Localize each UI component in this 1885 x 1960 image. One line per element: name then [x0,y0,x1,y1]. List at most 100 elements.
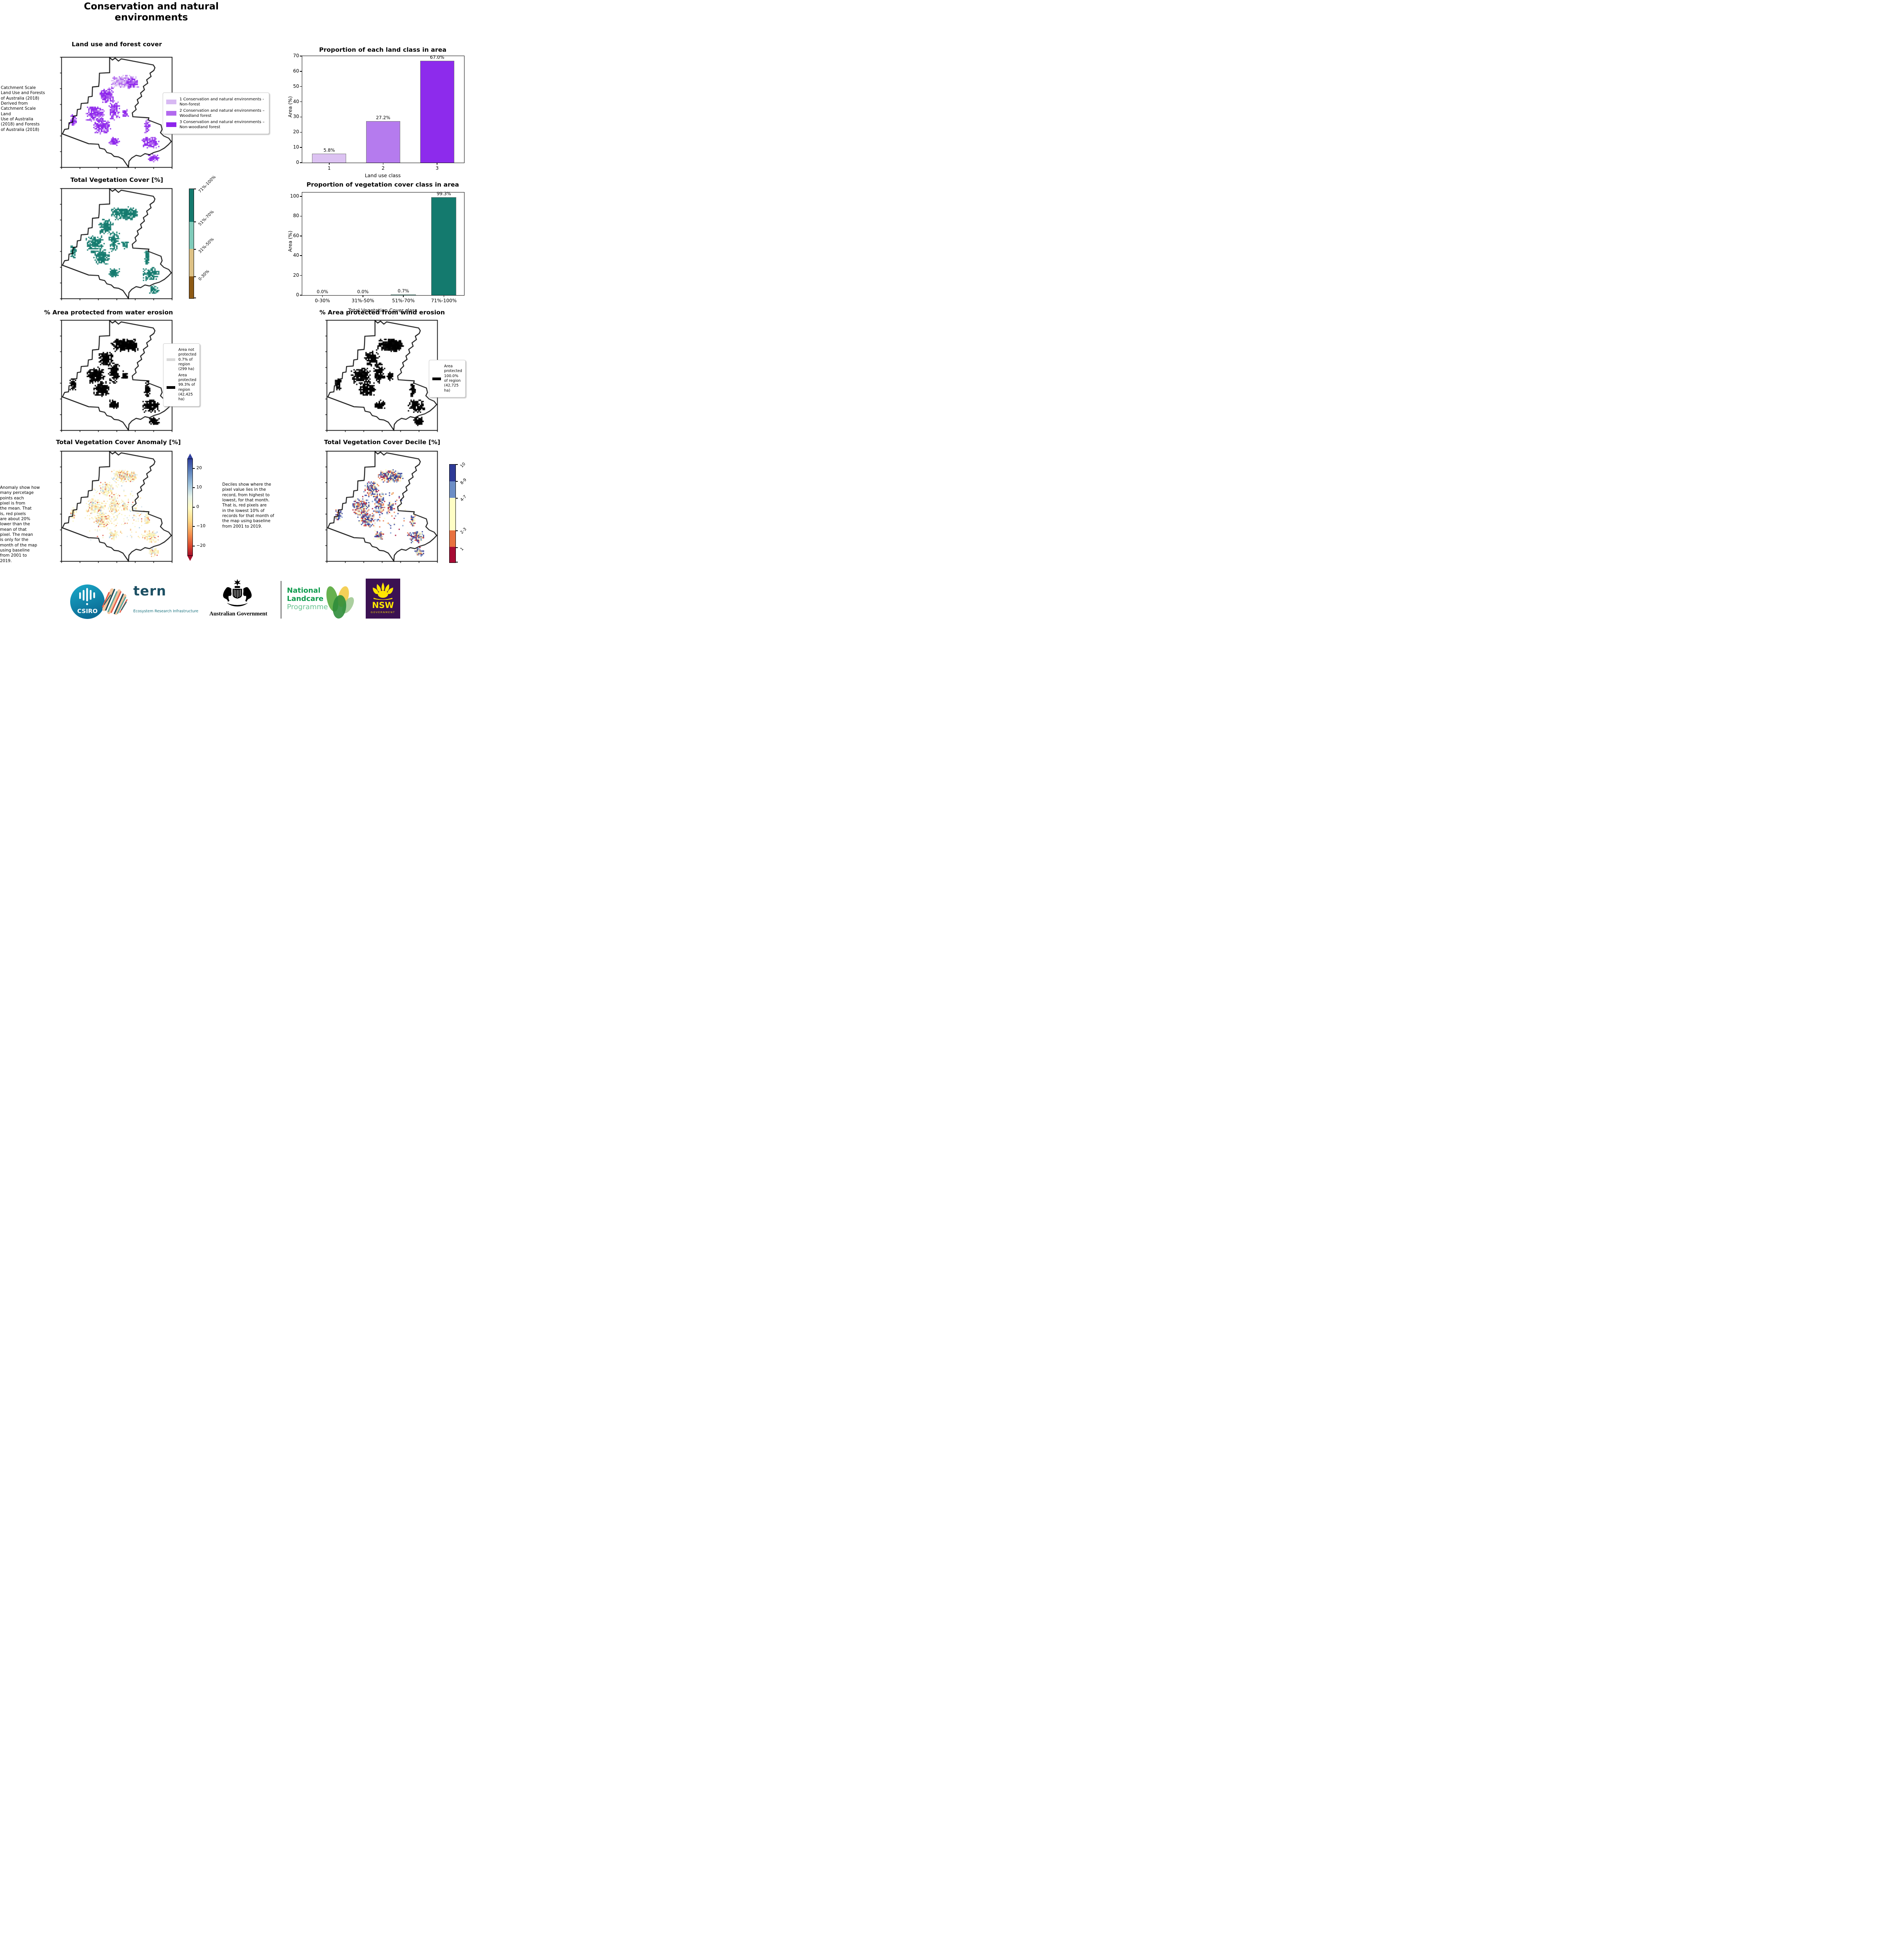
x-tick-label: 71%-100% [431,298,457,303]
tern-tagline: Ecosystem Research Infrastructure [133,609,199,613]
x-tick-label: 2 [381,165,385,171]
vegclass-chart-title: Proportion of vegetation cover class in … [306,181,459,188]
wind-erosion-map [324,317,441,434]
y-tick-label: 60 [293,68,299,74]
bar [312,154,347,163]
landuse-class1-swatch [166,100,176,104]
anomaly-colorbar-body [187,459,193,556]
water-erosion-map [58,317,175,434]
vegcover-cb-label: 71%-100% [198,174,217,194]
decile-colorbar-seg [450,530,455,547]
tern-wordmark: tern [133,583,167,599]
report-page: Conservation and natural environments La… [0,0,471,626]
legend-item: 3 Conservation and natural environments … [166,120,266,130]
vegcover-colorbar-seg [189,276,194,298]
anomaly-map [58,448,175,564]
y-tick-label: 40 [293,252,299,258]
landcare-wordmark: National Landcare Programme [287,586,328,612]
anomaly-cb-tick-label: 10 [196,485,202,490]
x-tick-label: 0-30% [315,298,330,303]
bar-value-label: 0.0% [317,289,328,294]
decile-cb-label: 1 [459,546,465,552]
y-tick-label: 0 [296,160,299,165]
legend-item: 1 Conservation and natural environments … [166,97,266,107]
landuse-legend: 1 Conservation and natural environments … [163,93,269,134]
legend-label: Area not protected 0.7% of region (299 h… [178,348,196,372]
y-tick-label: 80 [293,213,299,219]
decile-cb-label: 8-9 [459,477,468,486]
legend-label: Area protected 99.3% of region (42,425 h… [178,373,196,402]
x-tick-label: 51%-70% [392,298,415,303]
anomaly-cb-tick-label: 20 [196,465,202,470]
x-tick-label: 1 [328,165,331,171]
vegcover-colorbar-seg [189,249,194,277]
y-tick-label: 0 [296,292,299,298]
legend-label: Area protected 100.0% of region (42,725 … [444,364,462,393]
colorbar-down-arrow [187,556,193,561]
decile-colorbar-seg [450,465,455,481]
y-tick-label: 40 [293,98,299,104]
australian-government-crest-icon [219,579,256,610]
vegcover-map-title: Total Vegetation Cover [%] [70,176,163,183]
vegcover-cb-label: 51%-70% [198,209,215,227]
landuse-class2-swatch [166,111,176,116]
tern-australia-icon [99,585,132,618]
vegcover-colorbar-seg [189,189,194,222]
bar-value-label: 27.2% [376,115,390,121]
vegcover-cb-label: 31%-50% [198,237,215,254]
decile-colorbar-seg [450,547,455,563]
csiro-logo: CSIRO [70,584,105,619]
vegclass-bar-chart: 0.0% 0-30% 0.0% 31%-50% 0.7% 51%-70% 99.3% 71%-… [290,191,464,303]
vegcover-colorbar-seg [189,221,194,249]
landclass-chart-title: Proportion of each land class in area [319,46,446,53]
landclass-chart-xlabel: Land use class [365,172,401,178]
vegcover-cb-label: 0-30% [198,269,210,282]
y-tick-label: 20 [293,129,299,135]
bar-value-label: 0.7% [397,288,409,294]
legend-item: Area protected 100.0% of region (42,725 … [432,364,462,393]
landcare-leaves-icon [323,583,359,622]
decile-colorbar-seg [450,481,455,498]
svg-text:CSIRO: CSIRO [77,608,98,615]
legend-label: 1 Conservation and natural environments … [180,97,264,107]
decile-map-title: Total Vegetation Cover Decile [%] [324,439,441,446]
vegcover-colorbar: 71%-100% 51%-70% 31%-50% 0-30% [189,175,217,299]
bar [431,197,457,295]
not-protected-swatch [167,358,175,361]
bar [366,121,400,163]
waratah-icon [373,583,393,600]
y-tick-label: 20 [293,272,299,278]
wind-legend: Area protected 100.0% of region (42,725 … [429,360,466,398]
legend-item: 2 Conservation and natural environments … [166,108,266,118]
decile-colorbar-seg [450,498,455,530]
colorbar-up-arrow [187,454,193,459]
decile-map [324,448,441,564]
bar [420,60,454,163]
nsw-government-logo: NSW GOVERNMENT [366,579,400,619]
protected-swatch [432,377,441,380]
y-tick-label: 50 [293,83,299,89]
bar-value-label: 99.3% [437,191,451,196]
bar-value-label: 67.0% [430,54,444,60]
bar-value-label: 0.0% [357,289,369,294]
australian-government-label: Australian Government [209,611,267,617]
landuse-map-title: Land use and forest cover [71,41,162,48]
legend-item: Area protected 99.3% of region (42,425 h… [167,373,196,402]
vegcover-map [58,185,175,302]
x-tick-label: 3 [435,165,439,171]
anomaly-note: Anomaly show how many percetage points e… [0,485,40,563]
anomaly-cb-tick-label: −10 [196,523,206,528]
anomaly-map-title: Total Vegetation Cover Anomaly [%] [56,439,181,446]
decile-cb-label: 2-3 [459,526,468,535]
decile-colorbar: 10 8-9 4-7 2-3 1 [449,462,468,563]
y-tick-label: 60 [293,232,299,238]
nsw-government-label: GOVERNMENT [370,611,396,614]
landcare-line2: Landcare [287,595,324,603]
y-tick-label: 30 [293,114,299,120]
decile-cb-label: 10 [459,461,466,469]
water-legend: Area not protected 0.7% of region (299 h… [163,343,200,407]
anomaly-cb-tick-label: 0 [196,504,199,509]
legend-item: Area not protected 0.7% of region (299 h… [167,348,196,372]
bar-value-label: 5.8% [323,147,335,153]
landuse-class3-swatch [166,122,176,127]
